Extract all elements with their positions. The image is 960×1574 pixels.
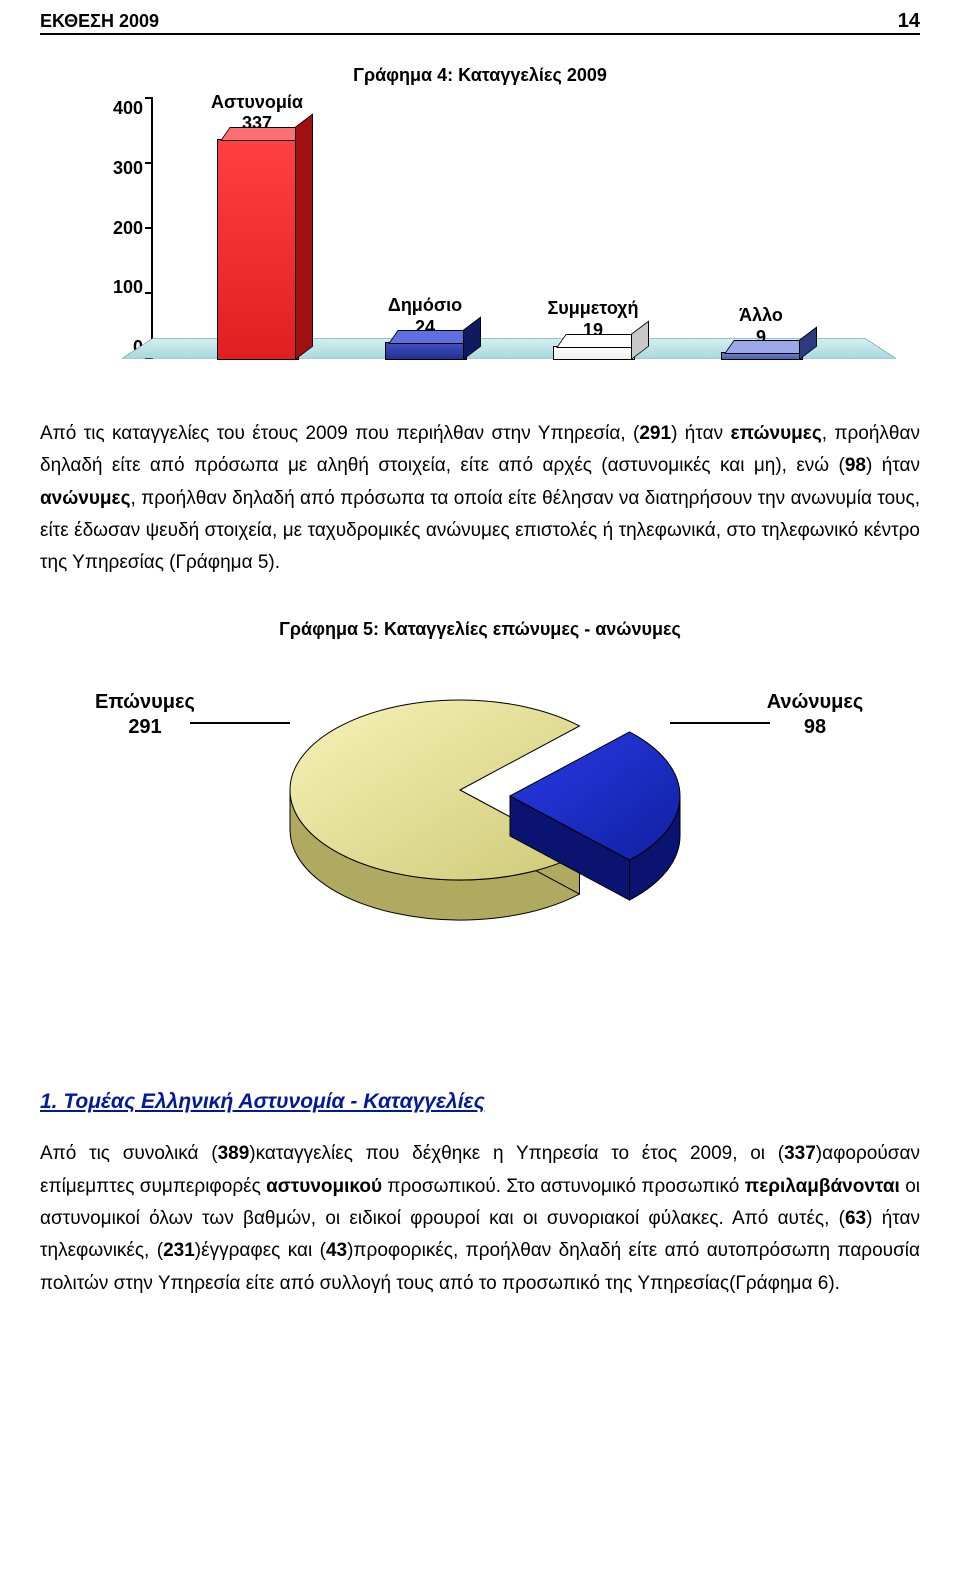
chart4-bar: Συμμετοχή19 xyxy=(533,298,653,358)
chart5-title: Γράφημα 5: Καταγγελίες επώνυμες - ανώνυμ… xyxy=(70,619,890,640)
header-doc-title: ΕΚΘΕΣΗ 2009 xyxy=(40,11,159,32)
chart4-bar: Αστυνομία337 xyxy=(197,92,317,358)
chart5-container: Γράφημα 5: Καταγγελίες επώνυμες - ανώνυμ… xyxy=(70,619,890,970)
chart5-label-left: Επώνυμες 291 xyxy=(70,690,220,740)
chart4-plot-area: Αστυνομία337Δημόσιο24Συμμετοχή19Άλλο9 xyxy=(151,98,865,358)
chart4-y-axis: 0100200300400 xyxy=(95,98,151,358)
chart4-ytick: 100 xyxy=(95,277,143,298)
chart4-ytick: 200 xyxy=(95,218,143,239)
chart4-ytick: 300 xyxy=(95,158,143,179)
section-1-heading: 1. Τομέας Ελληνική Αστυνομία - Καταγγελί… xyxy=(40,1090,920,1114)
chart4-container: Γράφημα 4: Καταγγελίες 2009 010020030040… xyxy=(95,65,865,358)
chart4-title: Γράφημα 4: Καταγγελίες 2009 xyxy=(95,65,865,86)
chart5-plot-area: Επώνυμες 291 Ανώνυμες 98 xyxy=(70,670,890,970)
chart5-pie xyxy=(270,680,690,940)
header-page-number: 14 xyxy=(898,10,920,33)
chart4-bar: Άλλο9 xyxy=(701,305,821,358)
chart5-label-right: Ανώνυμες 98 xyxy=(740,690,890,740)
paragraph-1: Από τις καταγγελίες του έτους 2009 που π… xyxy=(40,418,920,579)
chart4-ytick: 400 xyxy=(95,98,143,119)
chart4-bar: Δημόσιο24 xyxy=(365,295,485,358)
paragraph-2: Από τις συνολικά (389)καταγγελίες που δέ… xyxy=(40,1138,920,1299)
page-header: ΕΚΘΕΣΗ 2009 14 xyxy=(40,0,920,35)
